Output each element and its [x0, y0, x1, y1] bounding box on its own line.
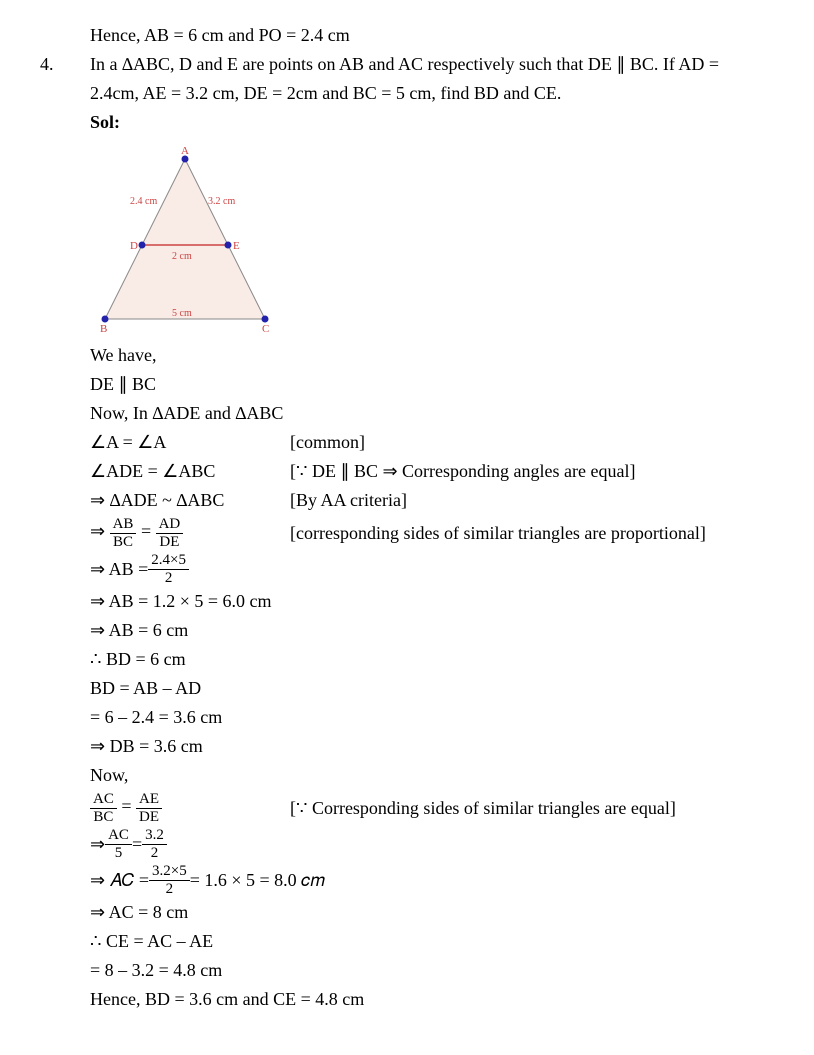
frac-ac-bc: ACBC: [90, 791, 117, 825]
vertex-a: A: [181, 145, 189, 157]
step-ac-calc: ⇒ 𝐴𝐶 = 3.2×52 = 1.6 × 5 = 8.0 𝑐𝑚: [90, 863, 774, 897]
step-ratio-note: [corresponding sides of similar triangle…: [290, 520, 706, 547]
measure-ae: 3.2 cm: [208, 196, 235, 207]
step-de-parallel: DE ∥ BC: [90, 371, 774, 398]
question-number: 4.: [40, 51, 54, 78]
ab-calc-prefix: ⇒ AB =: [90, 556, 148, 583]
question-text-2: 2.4cm, AE = 3.2 cm, DE = 2cm and BC = 5 …: [90, 80, 774, 107]
step-ratio-ac-note: [∵ Corresponding sides of similar triang…: [290, 795, 676, 822]
ac-calc-prefix: ⇒ 𝐴𝐶 =: [90, 867, 149, 894]
prev-answer: Hence, AB = 6 cm and PO = 2.4 cm: [90, 22, 774, 49]
question-line1: 4. In a ∆ABC, D and E are points on AB a…: [90, 51, 774, 78]
triangle-diagram: A B C D E 2.4 cm 3.2 cm 2 cm 5 cm: [90, 144, 280, 334]
frac-ac-calc: 3.2×52: [149, 863, 190, 897]
vertex-e: E: [233, 240, 240, 252]
step-bd-formula: BD = AB – AD: [90, 675, 774, 702]
step-ratio-ac: ACBC = AEDE [∵ Corresponding sides of si…: [90, 791, 774, 825]
step-ac5: ⇒ AC5 = 3.22: [90, 827, 774, 861]
frac-ad-de: ADDE: [156, 516, 184, 550]
ratio-prefix: ⇒: [90, 521, 110, 541]
ac5-eq: =: [132, 831, 142, 858]
measure-bc: 5 cm: [172, 308, 192, 319]
vertex-b: B: [100, 323, 107, 334]
step-angle-ade-note: [∵ DE ∥ BC ⇒ Corresponding angles are eq…: [290, 458, 635, 485]
step-similar: ⇒ ∆ADE ~ ∆ABC [By AA criteria]: [90, 487, 774, 514]
step-ab-result2: ⇒ AB = 6 cm: [90, 617, 774, 644]
step-we-have: We have,: [90, 342, 774, 369]
step-angle-a-note: [common]: [290, 429, 365, 456]
step-angle-a: ∠A = ∠A [common]: [90, 429, 774, 456]
step-similar-note: [By AA criteria]: [290, 487, 407, 514]
ac-calc-post: = 1.6 × 5 = 8.0 𝑐𝑚: [190, 867, 325, 894]
step-angle-ade-eq: ∠ADE = ∠ABC: [90, 458, 290, 485]
frac-ab-bc: ABBC: [110, 516, 137, 550]
vertex-d: D: [130, 240, 138, 252]
step-db-result: ⇒ DB = 3.6 cm: [90, 733, 774, 760]
frac-32-2: 3.22: [142, 827, 167, 861]
step-bd-6: ∴ BD = 6 cm: [90, 646, 774, 673]
vertex-c: C: [262, 323, 269, 334]
ac5-prefix: ⇒: [90, 831, 105, 858]
step-similar-eq: ⇒ ∆ADE ~ ∆ABC: [90, 487, 290, 514]
final-answer: Hence, BD = 3.6 cm and CE = 4.8 cm: [90, 986, 774, 1013]
ratio-ac-eq: =: [121, 796, 136, 816]
step-ratio-ab: ⇒ ABBC = ADDE [corresponding sides of si…: [90, 516, 774, 550]
step-bd-calc: = 6 – 2.4 = 3.6 cm: [90, 704, 774, 731]
step-ab-calc: ⇒ AB = 2.4×52: [90, 552, 774, 586]
step-ce-formula: ∴ CE = AC – AE: [90, 928, 774, 955]
frac-ab-calc: 2.4×52: [148, 552, 189, 586]
step-ce-calc: = 8 – 3.2 = 4.8 cm: [90, 957, 774, 984]
step-angle-a-eq: ∠A = ∠A: [90, 429, 290, 456]
step-ac-8: ⇒ AC = 8 cm: [90, 899, 774, 926]
frac-ac-5: AC5: [105, 827, 132, 861]
step-now: Now,: [90, 762, 774, 789]
step-ab-result1: ⇒ AB = 1.2 × 5 = 6.0 cm: [90, 588, 774, 615]
frac-ae-de: AEDE: [136, 791, 162, 825]
step-angle-ade: ∠ADE = ∠ABC [∵ DE ∥ BC ⇒ Corresponding a…: [90, 458, 774, 485]
step-now-in: Now, In ∆ADE and ∆ABC: [90, 400, 774, 427]
solution-label: Sol:: [90, 109, 774, 136]
ratio-eq: =: [141, 521, 156, 541]
measure-ad: 2.4 cm: [130, 196, 157, 207]
question-text-1: In a ∆ABC, D and E are points on AB and …: [90, 54, 719, 74]
measure-de: 2 cm: [172, 251, 192, 262]
